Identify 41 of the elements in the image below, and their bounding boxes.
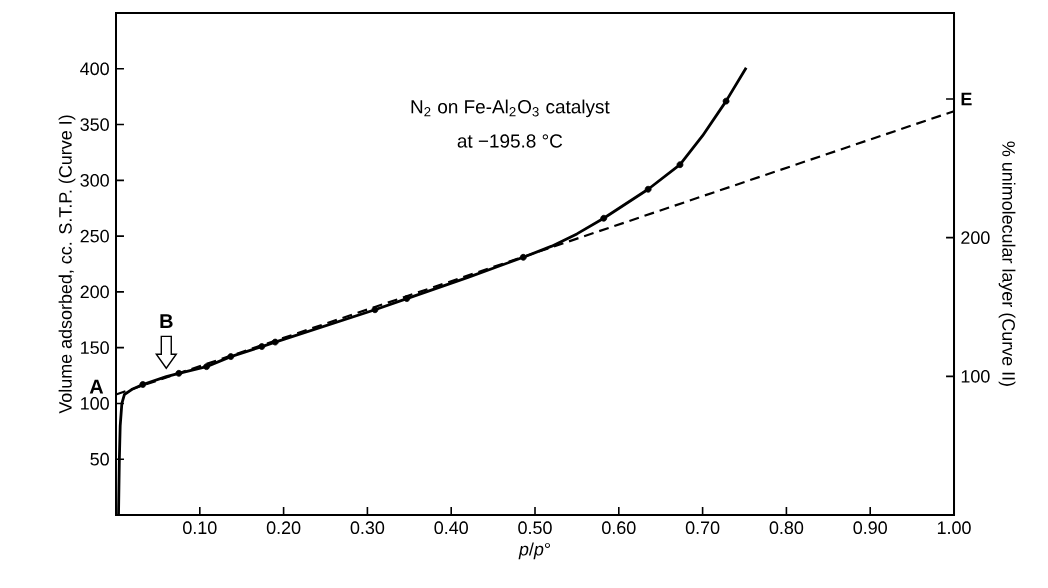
point	[227, 353, 235, 360]
x-tick-label: 0.80	[769, 521, 804, 535]
x-tick-label: 0.60	[602, 521, 636, 535]
y2-tick-label: 100	[961, 369, 990, 383]
x-tick-label: 0.10	[183, 521, 217, 535]
x-tick-label: 0.70	[685, 521, 720, 535]
point	[676, 161, 684, 169]
point	[403, 295, 411, 302]
x-tick-label: 1.00	[937, 521, 971, 535]
y-tick-label: 50	[90, 452, 109, 466]
annotation: A	[89, 379, 104, 394]
point	[258, 343, 266, 350]
y-tick-label: 200	[80, 285, 109, 299]
y-tick-label: 300	[80, 173, 109, 187]
x-tick-label: 0.30	[350, 521, 385, 535]
point	[371, 306, 379, 314]
x-tick-label: 0.40	[434, 521, 468, 535]
annotation: B	[160, 314, 173, 328]
point	[722, 97, 730, 105]
y-axis-title: Volume adsorbed, cc. S.T.P. (Curve I)	[58, 115, 76, 414]
x-axis-title: p/p°	[518, 542, 550, 560]
point	[644, 185, 652, 193]
x-tick-label: 0.50	[518, 521, 552, 535]
y-tick-label: 400	[80, 62, 109, 76]
annotation: N$_{2}$ on Fe-Al$_{2}$O$_{3}$ catalyst	[411, 99, 610, 118]
point	[175, 369, 183, 377]
y-tick-label: 100	[81, 397, 109, 410]
point	[600, 214, 608, 222]
y-tick-label: 250	[80, 229, 109, 243]
point	[203, 363, 210, 371]
point	[519, 253, 527, 261]
annotation: at −195.8 °C	[457, 134, 563, 148]
y-tick-label: 150	[81, 341, 109, 355]
y2-tick-label: 200	[961, 231, 990, 245]
point	[139, 381, 147, 388]
y-tick-label: 350	[80, 118, 109, 131]
y2-tick-label: E	[961, 92, 972, 106]
point	[271, 338, 279, 346]
x-tick-label: 0.20	[266, 521, 301, 535]
y2-axis-title: % unimolecular layer (Curve II)	[998, 141, 1016, 386]
x-tick-label: 0.90	[853, 521, 887, 535]
